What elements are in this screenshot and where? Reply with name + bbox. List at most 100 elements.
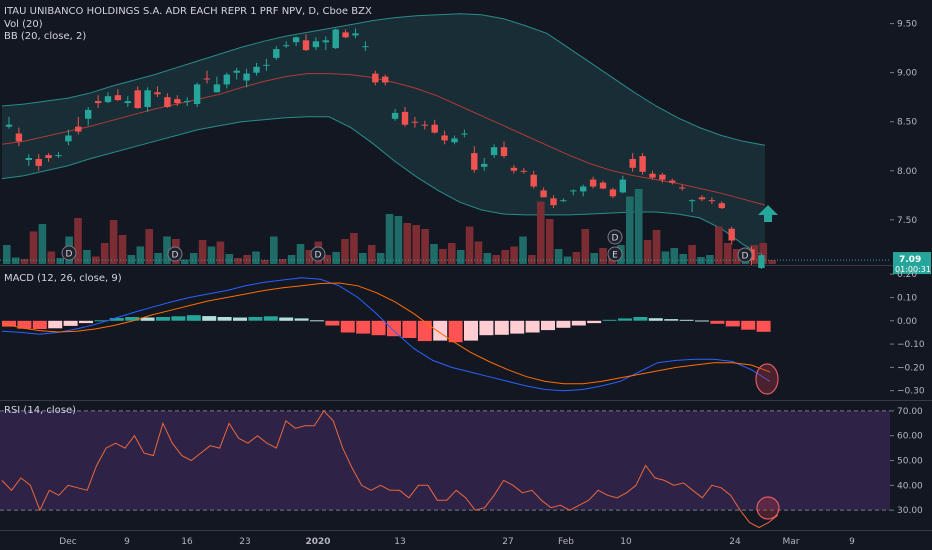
volume-bar bbox=[278, 259, 287, 264]
time-axis-label: 23 bbox=[239, 537, 250, 547]
volume-bar bbox=[367, 245, 376, 264]
volume-bar bbox=[599, 248, 607, 264]
time-axis-label: 13 bbox=[394, 537, 405, 547]
volume-bar bbox=[706, 255, 714, 264]
macd-histogram-bar bbox=[695, 320, 709, 322]
bollinger-legend[interactable]: BB (20, close, 2) bbox=[4, 31, 87, 42]
event-marker-label: D bbox=[612, 234, 619, 244]
candle-body bbox=[164, 97, 171, 107]
candle-body bbox=[134, 90, 141, 108]
candle-body bbox=[530, 174, 537, 187]
volume-bar bbox=[581, 229, 590, 264]
event-marker-circle bbox=[737, 247, 753, 263]
macd-histogram-bar bbox=[633, 317, 648, 321]
candle-body bbox=[728, 228, 735, 241]
candle-body bbox=[184, 101, 191, 103]
candle-body bbox=[659, 174, 666, 180]
macd-histogram-bar bbox=[94, 320, 109, 322]
volume-bar bbox=[234, 258, 242, 264]
macd-histogram-bar bbox=[710, 320, 725, 324]
volume-bar bbox=[768, 260, 776, 264]
last-price-label: 7.09 bbox=[899, 255, 921, 265]
price-tick-label: 8.00 bbox=[897, 167, 917, 177]
price-tick-label: 7.50 bbox=[897, 216, 917, 226]
event-marker-circle bbox=[607, 229, 623, 245]
candle-body bbox=[619, 179, 626, 193]
volume-bar bbox=[545, 219, 554, 264]
macd-histogram-bar bbox=[402, 320, 417, 338]
volume-bar bbox=[634, 189, 643, 264]
volume-bar bbox=[29, 231, 38, 264]
candle-body bbox=[263, 64, 270, 66]
macd-histogram-bar bbox=[340, 320, 355, 333]
candle-body bbox=[372, 73, 379, 83]
candle-body bbox=[5, 124, 13, 127]
volume-bar bbox=[385, 214, 394, 264]
macd-histogram-bar bbox=[2, 320, 16, 327]
volume-bar bbox=[652, 230, 661, 264]
event-marker-circle bbox=[167, 246, 183, 262]
candle-body bbox=[15, 133, 23, 142]
volume-bar bbox=[626, 196, 634, 264]
volume-bar bbox=[688, 245, 696, 264]
macd-histogram-bar bbox=[48, 320, 63, 329]
volume-bar bbox=[456, 250, 465, 264]
candle-body bbox=[243, 73, 250, 81]
candle-body bbox=[382, 76, 389, 83]
volume-bar bbox=[56, 258, 64, 264]
rsi-tick-label: 30.00 bbox=[897, 506, 923, 516]
volume-bar bbox=[127, 255, 136, 264]
volume-bar bbox=[198, 240, 207, 264]
highlight-circle-macd bbox=[755, 363, 779, 395]
macd-histogram-bar bbox=[556, 320, 571, 328]
macd-histogram-bar bbox=[263, 316, 278, 321]
rsi-tick-label: 60.00 bbox=[897, 432, 923, 442]
volume-bar bbox=[154, 253, 162, 264]
candle-body bbox=[45, 155, 52, 158]
volume-bar bbox=[537, 201, 545, 264]
volume-bar bbox=[448, 243, 456, 264]
candle-body bbox=[679, 187, 686, 189]
macd-tick-label: −0.30 bbox=[897, 387, 925, 397]
rsi-legend[interactable]: RSI (14, close) bbox=[4, 405, 77, 416]
candle-body bbox=[104, 96, 112, 103]
macd-histogram-bar bbox=[494, 320, 509, 335]
macd-histogram-bar bbox=[17, 320, 32, 329]
event-marker-label: D bbox=[172, 251, 179, 261]
volume-bar bbox=[243, 255, 251, 264]
macd-histogram-bar bbox=[186, 315, 201, 321]
candle-body bbox=[94, 101, 102, 104]
candle-body bbox=[312, 41, 320, 48]
macd-legend[interactable]: MACD (12, 26, close, 9) bbox=[4, 273, 122, 284]
time-axis-label: Dec bbox=[59, 537, 76, 547]
rsi-tick-label: 50.00 bbox=[897, 457, 923, 467]
macd-histogram-bar bbox=[371, 320, 386, 336]
volume-bar bbox=[715, 226, 723, 264]
time-axis-label: 10 bbox=[620, 537, 632, 547]
candle-body bbox=[421, 124, 428, 126]
candle-body bbox=[708, 200, 716, 202]
macd-tick-label: 0.10 bbox=[897, 293, 917, 303]
volume-bar bbox=[181, 259, 189, 264]
candle-body bbox=[570, 190, 577, 192]
macd-histogram-bar bbox=[248, 317, 263, 321]
candle-body bbox=[85, 109, 92, 119]
candle-body bbox=[25, 158, 32, 160]
candle-body bbox=[342, 32, 349, 38]
rsi-tick-label: 70.00 bbox=[897, 407, 923, 417]
volume-legend[interactable]: Vol (20) bbox=[4, 19, 43, 30]
macd-histogram-bar bbox=[571, 320, 586, 326]
candle-body bbox=[500, 147, 508, 156]
time-axis-label: Feb bbox=[558, 537, 574, 547]
price-tick-label: 8.50 bbox=[897, 118, 917, 128]
candle-body bbox=[203, 78, 211, 80]
candle-body bbox=[580, 186, 587, 192]
macd-histogram-bar bbox=[679, 319, 694, 321]
macd-histogram-bar bbox=[725, 320, 740, 327]
volume-bar bbox=[359, 253, 367, 264]
candle-body bbox=[649, 173, 656, 178]
macd-histogram-bar bbox=[125, 317, 140, 321]
volume-bar bbox=[38, 224, 47, 264]
volume-bar bbox=[207, 246, 216, 264]
